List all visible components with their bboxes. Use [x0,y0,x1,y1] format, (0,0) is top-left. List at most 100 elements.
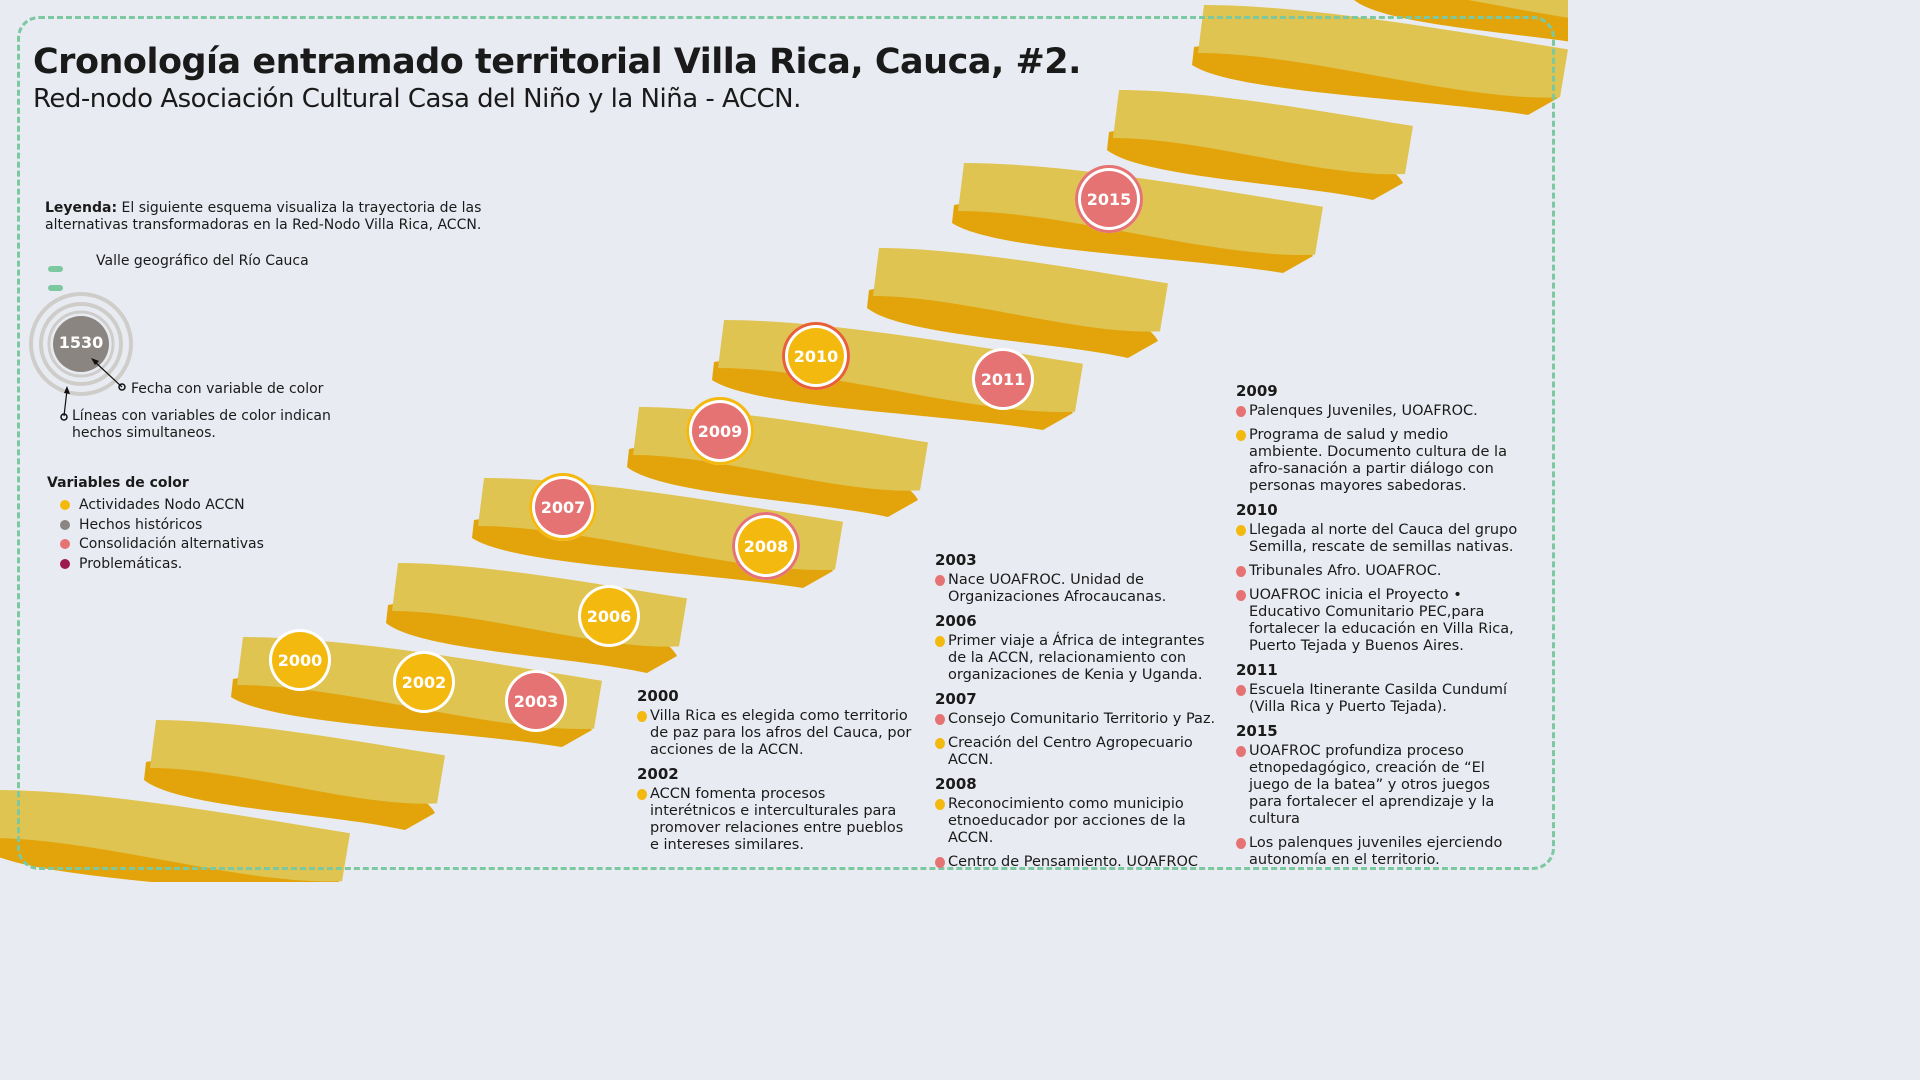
color-dot-icon [60,500,70,510]
event-year-heading: 2008 [935,775,977,793]
year-label: 2007 [540,497,586,517]
bullet-dot-icon [1236,406,1246,417]
year-marker-2009: 2009 [686,397,754,465]
ribbon-fold-dark [1354,0,1568,42]
event-item: Creación del Centro Agropecuario ACCN. [935,735,1225,769]
color-var-label: Hechos históricos [79,516,203,533]
example-year-marker [29,292,133,421]
legend-label: Leyenda: [45,200,118,216]
bullet-dot-icon [935,799,945,810]
year-marker-2007: 2007 [529,473,597,541]
ribbon-fold-light [1198,5,1568,98]
event-text: Programa de salud y medio ambiente. Docu… [1249,427,1507,494]
event-text: Primer viaje a África de integrantes de … [948,633,1205,683]
event-item: Consejo Comunitario Territorio y Paz. [935,711,1225,728]
event-year-heading: 2015 [1236,722,1278,740]
event-item: Nace UOAFROC. Unidad de Organizaciones A… [935,572,1225,606]
ribbon-fold-dark [386,599,677,673]
event-item: Primer viaje a África de integrantes de … [935,633,1225,684]
ribbon-fold-light [0,790,350,882]
year-label: 2003 [513,691,559,711]
event-year-heading: 2003 [935,551,977,569]
color-var-label: Problemáticas. [79,555,183,572]
event-text: Palenques Juveniles, UOAFROC. [1249,403,1478,419]
event-item: Reconocimiento como municipio etnoeducad… [935,796,1225,847]
arrow-icon [63,389,68,417]
event-year-heading: 2009 [1236,382,1278,400]
ribbon-fold-dark [1107,126,1403,200]
legend-description: Leyenda: El siguiente esquema visualiza … [45,200,481,234]
ribbon-fold-light [1467,0,1568,18]
year-marker-2015: 2015 [1075,165,1143,233]
year-label: 2006 [586,606,632,626]
bullet-dot-icon [637,711,647,722]
color-var-item: Consolidación alternativas [60,536,264,552]
year-marker-2002: 2002 [396,654,452,710]
legend-text-1: El siguiente esquema visualiza la trayec… [117,200,482,216]
events-column-2: 2003 Nace UOAFROC. Unidad de Organizacion… [935,552,1225,878]
event-text: ACCN fomenta procesos interétnicos e int… [650,786,904,853]
year-label: 2000 [277,650,323,670]
page-subtitle: Red-nodo Asociación Cultural Casa del Ni… [33,84,801,114]
event-text: Escuela Itinerante Casilda Cundumí (Vill… [1249,682,1508,715]
event-item: Villa Rica es elegida como territorio de… [637,708,912,759]
event-item: Palenques Juveniles, UOAFROC. [1236,403,1526,420]
bullet-dot-icon [637,789,647,800]
year-label: 2009 [697,421,743,441]
events-column-3: 2009 Palenques Juveniles, UOAFROC. Program… [1236,383,1526,876]
ribbon-fold-light [1113,90,1413,175]
event-text: Centro de Pensamiento. UOAFROC [948,854,1198,870]
ribbon-fold-dark [144,756,435,830]
color-var-item: Actividades Nodo ACCN [60,497,245,513]
event-item: Escuela Itinerante Casilda Cundumí (Vill… [1236,682,1526,716]
legend-text-2: alternativas transformadoras en la Red-N… [45,217,482,233]
bullet-dot-icon [1236,590,1246,601]
event-text: Tribunales Afro. UOAFROC. [1249,563,1442,579]
event-item: UOAFROC inicia el Proyecto • Educativo C… [1236,587,1526,655]
event-item: Llegada al norte del Cauca del grupo Sem… [1236,522,1526,556]
year-label: 2002 [401,672,447,692]
ribbon-fold-light [150,720,445,804]
ribbon-fold-light [873,248,1168,332]
year-label: 2015 [1086,189,1132,209]
color-var-item: Hechos históricos [60,517,202,533]
event-text: Villa Rica es elegida como territorio de… [650,708,912,758]
year-label: 2011 [980,369,1026,389]
event-year-heading: 2002 [637,765,679,783]
color-var-item: Problemáticas. [60,556,182,572]
event-year-heading: 2007 [935,690,977,708]
bullet-dot-icon [935,738,945,749]
bullet-dot-icon [1236,430,1246,441]
valley-dash-icon [48,257,84,291]
event-text: UOAFROC profundiza proceso etnopedagógic… [1249,743,1495,827]
arrow-icon [93,360,123,388]
event-item: ACCN fomenta procesos interétnicos e int… [637,786,912,854]
year-marker-2006: 2006 [581,588,637,644]
year-marker-2008: 2008 [732,512,800,580]
ribbon-fold-dark [627,443,918,517]
event-year-heading: 2010 [1236,501,1278,519]
event-item: Programa de salud y medio ambiente. Docu… [1236,427,1526,495]
bullet-dot-icon [1236,746,1246,757]
ribbon-fold-dark [867,284,1158,358]
event-item: Los palenques juveniles ejerciendo auton… [1236,835,1526,869]
bullet-dot-icon [935,857,945,868]
year-marker-2000: 2000 [272,632,328,688]
bullet-dot-icon [1236,685,1246,696]
year-marker-2010: 2010 [782,322,850,390]
event-text: Nace UOAFROC. Unidad de Organizaciones A… [948,572,1167,605]
events-column-1: 2000 Villa Rica es elegida como territori… [637,688,912,861]
lines-note: Líneas con variables de color indican he… [72,408,331,442]
year-label: 2010 [793,346,839,366]
year-marker-2011: 2011 [975,351,1031,407]
bullet-dot-icon [1236,566,1246,577]
bullet-dot-icon [935,636,945,647]
example-year: 1530 [58,333,104,352]
color-vars-title: Variables de color [47,475,189,491]
date-note: Fecha con variable de color [131,381,324,397]
year-marker-2003: 2003 [508,673,564,729]
bullet-dot-icon [935,714,945,725]
year-label: 2008 [743,536,789,556]
event-text: Creación del Centro Agropecuario ACCN. [948,735,1193,768]
lines-note-2: hechos simultaneos. [72,425,216,441]
